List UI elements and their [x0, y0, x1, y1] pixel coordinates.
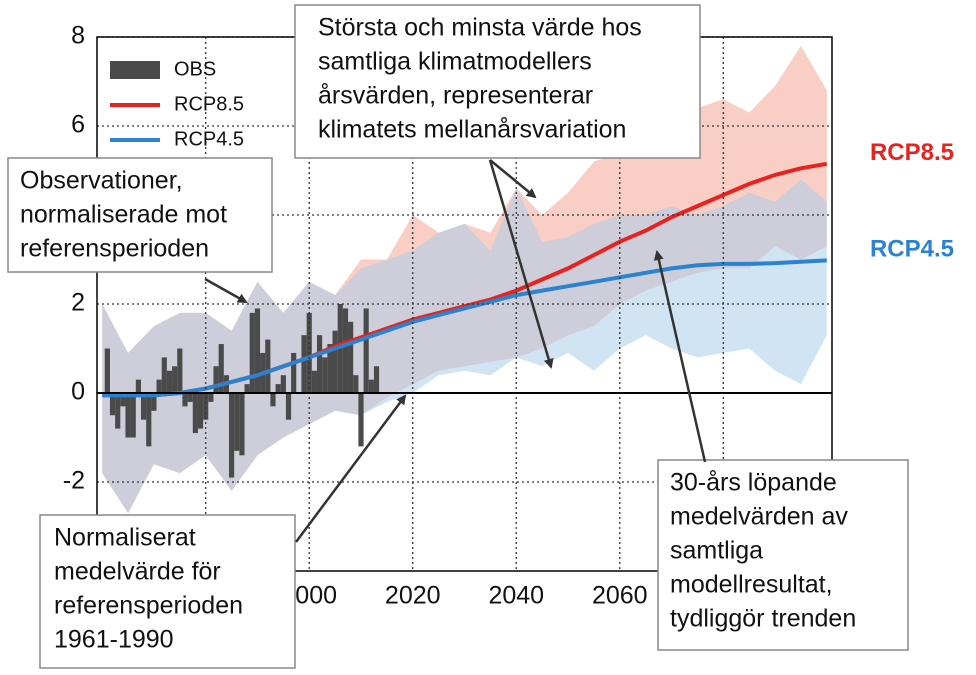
- obs-bar: [140, 393, 147, 420]
- annotation-text: medelvärden av: [670, 503, 848, 531]
- annotation-text: modellresultat,: [670, 571, 833, 599]
- annotation-arrow: [204, 277, 248, 304]
- x-tick-label: 2040: [488, 582, 544, 610]
- obs-bar: [146, 393, 152, 447]
- annotation-box: [657, 459, 909, 651]
- obs-bar: [208, 393, 214, 402]
- annotation-text: samtliga klimatmodellers: [318, 48, 592, 76]
- obs-bar: [280, 375, 286, 393]
- y-tick-label: 8: [71, 22, 85, 50]
- obs-bar: [197, 393, 204, 429]
- obs-bar: [342, 308, 349, 393]
- obs-bar: [218, 344, 224, 393]
- obs-bar: [316, 335, 323, 393]
- annotation-arrow: [653, 250, 707, 463]
- obs-bar: [161, 357, 167, 393]
- annotation-arrow: [489, 159, 537, 199]
- obs-bar: [135, 379, 141, 393]
- obs-bar: [177, 348, 183, 393]
- annotation-text: årsvärden, representerar: [318, 82, 593, 110]
- annotation-text: Observationer,: [20, 167, 183, 195]
- obs-bar: [213, 366, 219, 393]
- annotation-text: tydliggör trenden: [670, 605, 856, 633]
- obs-bar: [203, 393, 209, 420]
- obs-bar: [249, 312, 255, 393]
- annotation-box: [7, 157, 273, 273]
- annotation-text: samtliga: [670, 537, 763, 565]
- obs-bar: [358, 393, 364, 447]
- obs-bar: [115, 393, 121, 429]
- obs-bar: [182, 393, 188, 407]
- legend-label: RCP8.5: [174, 93, 244, 115]
- obs-bar: [311, 370, 317, 393]
- obs-bar: [265, 339, 271, 393]
- obs-bar: [156, 379, 162, 393]
- annotation-text: medelvärde för: [54, 558, 221, 586]
- annotation-box: [294, 4, 701, 159]
- obs-bar: [322, 357, 328, 393]
- obs-bar: [130, 393, 136, 438]
- obs-bar: [109, 393, 116, 416]
- obs-bar: [172, 366, 178, 393]
- x-tick-label: 2020: [385, 582, 441, 610]
- annotation-arrow: [294, 394, 407, 543]
- obs-bar: [244, 384, 250, 393]
- series-end-label: RCP4.5: [870, 236, 954, 263]
- legend-label: RCP4.5: [174, 128, 244, 150]
- annotation-text: Normaliserat: [54, 524, 196, 552]
- obs-bar: [270, 393, 276, 407]
- obs-bar: [120, 393, 126, 407]
- annotation-text: Största och minsta värde hos: [318, 14, 642, 42]
- obs-bar: [125, 393, 131, 438]
- obs-bar: [363, 308, 369, 393]
- obs-bar: [234, 393, 240, 451]
- x-tick-label: 2060: [592, 582, 648, 610]
- obs-bar: [373, 366, 380, 393]
- obs-bar: [285, 393, 292, 420]
- obs-bar: [332, 330, 338, 393]
- obs-bar: [368, 379, 374, 393]
- obs-bar: [104, 348, 110, 393]
- series-line: [102, 258, 827, 398]
- annotation-text: 1961-1990: [54, 626, 174, 654]
- y-tick-label: 0: [71, 378, 85, 406]
- y-tick-label: 6: [71, 111, 85, 139]
- obs-bar: [353, 375, 359, 393]
- obs-bar: [327, 344, 333, 393]
- annotation-text: normaliserade mot: [20, 201, 227, 229]
- series-end-label: RCP8.5: [870, 139, 954, 166]
- obs-bar: [301, 335, 307, 393]
- range-band: [102, 179, 827, 514]
- y-tick-label: -2: [63, 467, 85, 495]
- annotation-arrow: [488, 159, 554, 369]
- obs-bar: [228, 393, 235, 478]
- annotation-text: klimatets mellanårsvariation: [318, 116, 626, 144]
- obs-bar: [187, 393, 193, 402]
- plot-area: [102, 45, 828, 514]
- annotation-text: referensperioden: [20, 235, 209, 263]
- y-tick-label: 2: [71, 289, 85, 317]
- obs-bar: [254, 308, 261, 393]
- obs-bar: [291, 352, 297, 393]
- obs-bar: [275, 384, 281, 393]
- obs-bar: [239, 393, 245, 456]
- obs-bar: [151, 393, 157, 411]
- obs-bar: [348, 321, 354, 393]
- legend-swatch: [110, 61, 160, 79]
- annotation-box: [39, 514, 296, 669]
- obs-bar: [166, 370, 173, 393]
- annotation-text: referensperioden: [54, 592, 243, 620]
- annotation-text: 30-års löpande: [670, 469, 837, 497]
- legend-label: OBS: [174, 58, 216, 80]
- obs-bar: [192, 393, 198, 434]
